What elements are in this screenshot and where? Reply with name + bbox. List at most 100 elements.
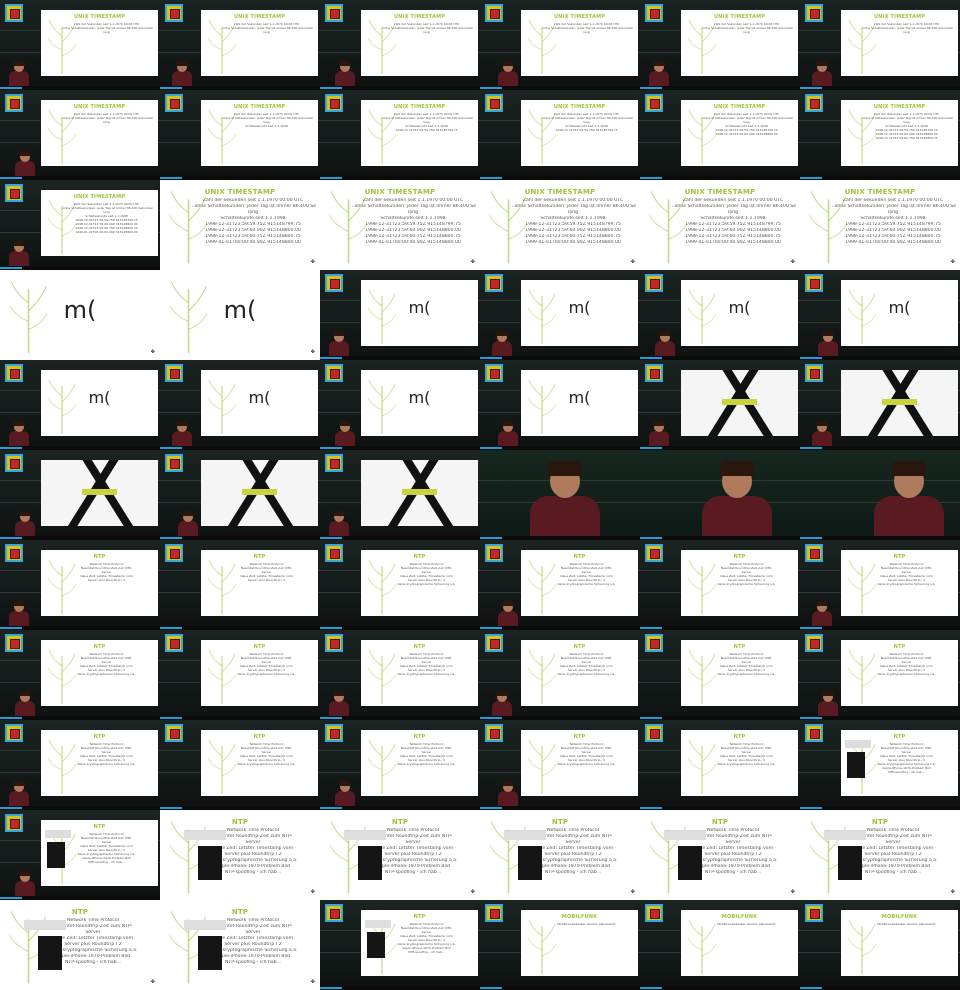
conference-logo-icon — [165, 544, 183, 562]
video-frame-thumbnail[interactable]: NTP Network Time Protocol Beachtet Roundtr… — [160, 900, 320, 990]
video-frame-thumbnail[interactable]: m( — [640, 270, 800, 360]
video-frame-thumbnail[interactable]: m( — [160, 360, 320, 450]
playback-progress-bar — [160, 536, 320, 540]
video-frame-thumbnail[interactable]: m( — [320, 360, 480, 450]
video-frame-thumbnail[interactable]: NTP Network Time Protocol Beachtet Roundtr… — [480, 810, 640, 900]
slide-bullet-line: Network Time Protocol — [867, 828, 919, 833]
video-frame-thumbnail[interactable]: NTP Network Time Protocol Beachtet Roundtr… — [800, 810, 960, 900]
video-frame-thumbnail[interactable]: UNIX TIMESTAMP Zahl der Sekunden seit 1.1… — [640, 0, 800, 90]
video-frame-thumbnail[interactable]: NTP Network Time Protocol Beachtet Roundtr… — [160, 630, 320, 720]
slide-bullet-line: Zahl der Sekunden seit 1.1.1970 00:00 UT… — [553, 112, 620, 116]
video-frame-thumbnail[interactable]: NTP Network Time Protocol Beachtet Roundtr… — [800, 720, 960, 810]
video-frame-thumbnail[interactable] — [640, 360, 800, 450]
video-frame-thumbnail[interactable]: NTP Network Time Protocol Beachtet Roundtr… — [0, 540, 160, 630]
video-frame-thumbnail[interactable]: UNIX TIMESTAMP Zahl der Sekunden seit 1.1… — [800, 90, 960, 180]
playback-progress-bar — [160, 446, 320, 450]
video-frame-thumbnail[interactable]: NTP Network Time Protocol Beachtet Roundtr… — [640, 720, 800, 810]
video-frame-thumbnail[interactable]: UNIX TIMESTAMP Zahl der Sekunden seit 1.1… — [800, 180, 960, 270]
video-frame-thumbnail[interactable]: UNIX TIMESTAMP Zahl der Sekunden seit 1.1… — [640, 180, 800, 270]
presentation-slide: m( — [521, 280, 638, 346]
video-frame-thumbnail[interactable]: UNIX TIMESTAMP Zahl der Sekunden seit 1.1… — [480, 0, 640, 90]
video-frame-thumbnail[interactable]: m( — [480, 360, 640, 450]
speaker-hair — [496, 691, 508, 696]
slide-bullets: Network Time Protocol Beachtet Roundtrip-… — [859, 562, 954, 586]
video-frame-thumbnail[interactable]: NTP Network Time Protocol Beachtet Roundtr… — [800, 630, 960, 720]
speaker-hair — [19, 871, 31, 876]
video-frame-thumbnail[interactable] — [320, 450, 480, 540]
phone-image — [678, 846, 702, 880]
video-frame-thumbnail[interactable]: MOBILFUNK Mobilfunkbetreiber werden aktua… — [640, 900, 800, 990]
video-frame-thumbnail[interactable]: UNIX TIMESTAMP Zahl der Sekunden seit 1.1… — [320, 90, 480, 180]
video-frame-thumbnail[interactable]: NTP Network Time Protocol Beachtet Roundtr… — [0, 630, 160, 720]
slide-bullets: Zahl der Sekunden seit 1.1.1970 00:00 UT… — [350, 198, 476, 246]
video-frame-thumbnail[interactable]: NTP Network Time Protocol Beachtet Roundtr… — [0, 810, 160, 900]
slide-bullet-line: …ohne Schaltsekunden: jeder Tag ist imme… — [59, 26, 154, 30]
slide-bullet-line: Beachtet Roundtrip-Zeit zum NTP- — [240, 656, 293, 660]
video-frame-thumbnail[interactable]: NTP Network Time Protocol Beachtet Roundtr… — [320, 630, 480, 720]
video-frame-thumbnail[interactable]: NTP Network Time Protocol Beachtet Roundtr… — [800, 540, 960, 630]
video-frame-thumbnail[interactable] — [800, 360, 960, 450]
video-frame-thumbnail[interactable]: NTP Network Time Protocol Beachtet Roundtr… — [640, 540, 800, 630]
video-frame-thumbnail[interactable]: NTP Network Time Protocol Beachtet Roundtr… — [320, 810, 480, 900]
video-frame-thumbnail[interactable]: UNIX TIMESTAMP Zahl der Sekunden seit 1.1… — [0, 0, 160, 90]
slide-bullet-line: Network Time Protocol — [889, 652, 924, 656]
slide-bullet-line: Keine kryptographische Sicherung o.ä. — [368, 858, 458, 863]
speaker-figure — [702, 461, 772, 540]
video-frame-thumbnail[interactable]: NTP Network Time Protocol Beachtet Roundtr… — [480, 720, 640, 810]
video-frame-thumbnail[interactable]: NTP Network Time Protocol Beachtet Roundtr… — [160, 540, 320, 630]
video-frame-thumbnail[interactable]: NTP Network Time Protocol Beachtet Roundtr… — [480, 630, 640, 720]
slide-bullet-line: Schaltsekunde seit 1.1.1998 — [85, 214, 128, 218]
video-frame-thumbnail[interactable] — [160, 450, 320, 540]
video-frame-thumbnail[interactable]: UNIX TIMESTAMP Zahl der Sekunden seit 1.1… — [640, 90, 800, 180]
video-frame-thumbnail[interactable]: UNIX TIMESTAMP Zahl der Sekunden seit 1.1… — [480, 90, 640, 180]
video-frame-thumbnail[interactable]: NTP Network Time Protocol Beachtet Roundtr… — [0, 720, 160, 810]
video-frame-thumbnail[interactable]: m( — [0, 360, 160, 450]
x-shape-band — [721, 399, 758, 406]
video-frame-thumbnail[interactable]: NTP Network Time Protocol Beachtet Roundtr… — [640, 630, 800, 720]
video-frame-thumbnail[interactable]: NTP Network Time Protocol Beachtet Roundtr… — [480, 540, 640, 630]
video-frame-thumbnail[interactable]: NTP Network Time Protocol Beachtet Roundtr… — [160, 810, 320, 900]
video-frame-thumbnail[interactable]: m( — [320, 270, 480, 360]
video-frame-thumbnail[interactable] — [0, 450, 160, 540]
video-frame-thumbnail[interactable]: MOBILFUNK Mobilfunkbetreiber werden aktua… — [800, 900, 960, 990]
video-frame-thumbnail[interactable]: m( — [800, 270, 960, 360]
video-frame-thumbnail[interactable]: UNIX TIMESTAMP Zahl der Sekunden seit 1.1… — [320, 180, 480, 270]
video-frame-thumbnail[interactable]: NTP Network Time Protocol Beachtet Roundtr… — [640, 810, 800, 900]
video-frame-thumbnail[interactable]: UNIX TIMESTAMP Zahl der Sekunden seit 1.1… — [320, 0, 480, 90]
slide-bullets: Network Time Protocol Beachtet Roundtrip-… — [379, 742, 474, 766]
video-frame-thumbnail[interactable] — [480, 450, 640, 540]
slide-emoticon-text: m( — [568, 298, 591, 317]
slide-bullet-line: …ohne Schaltsekunden: jeder Tag ist imme… — [59, 206, 154, 210]
speaker-head — [177, 422, 187, 432]
slide-decoration-icon — [169, 281, 208, 354]
video-frame-thumbnail[interactable]: UNIX TIMESTAMP Zahl der Sekunden seit 1.1… — [0, 180, 160, 270]
presentation-slide: MOBILFUNK Mobilfunkbetreiber werden aktua… — [841, 910, 958, 976]
playback-progress-bar — [0, 86, 160, 90]
video-frame-thumbnail[interactable]: m(✤ — [160, 270, 320, 360]
speaker-head — [14, 422, 24, 432]
presentation-slide: NTP Network Time Protocol Beachtet Roundtr… — [521, 550, 638, 616]
video-frame-thumbnail[interactable]: NTP Network Time Protocol Beachtet Roundtr… — [320, 900, 480, 990]
video-frame-thumbnail[interactable]: NTP Network Time Protocol Beachtet Roundtr… — [0, 900, 160, 990]
slide-bullet-line: 1998-12-31T23:59:60.75Z 915148800.75 — [875, 136, 938, 140]
video-frame-thumbnail[interactable]: m(✤ — [0, 270, 160, 360]
video-frame-thumbnail[interactable]: UNIX TIMESTAMP Zahl der Sekunden seit 1.1… — [480, 180, 640, 270]
presentation-slide: m( — [681, 280, 798, 346]
slide-bullet-line: Apple-iPhone-1970-Problem Bild — [375, 864, 451, 869]
presentation-slide: NTP Network Time Protocol Beachtet Roundtr… — [160, 900, 320, 990]
video-frame-thumbnail[interactable]: NTP Network Time Protocol Beachtet Roundtr… — [320, 720, 480, 810]
video-frame-thumbnail[interactable]: UNIX TIMESTAMP Zahl der Sekunden seit 1.1… — [160, 0, 320, 90]
video-frame-thumbnail[interactable]: UNIX TIMESTAMP Zahl der Sekunden seit 1.1… — [0, 90, 160, 180]
video-frame-thumbnail[interactable]: UNIX TIMESTAMP Zahl der Sekunden seit 1.1… — [160, 180, 320, 270]
video-frame-thumbnail[interactable]: MOBILFUNK Mobilfunkbetreiber werden aktua… — [480, 900, 640, 990]
slide-bullet-line: …ohne Schaltsekunden: jeder Tag ist imme… — [539, 116, 634, 120]
video-frame-thumbnail[interactable] — [800, 450, 960, 540]
slide-bullet-line: 1998-12-31T23:59:60.00Z 915148800.00 — [205, 228, 301, 233]
video-frame-thumbnail[interactable]: UNIX TIMESTAMP Zahl der Sekunden seit 1.1… — [800, 0, 960, 90]
video-frame-thumbnail[interactable]: NTP Network Time Protocol Beachtet Roundtr… — [320, 540, 480, 630]
video-frame-thumbnail[interactable]: m( — [480, 270, 640, 360]
speaker-shirt — [498, 611, 518, 627]
video-frame-thumbnail[interactable] — [640, 450, 800, 540]
video-frame-thumbnail[interactable]: UNIX TIMESTAMP Zahl der Sekunden seit 1.1… — [160, 90, 320, 180]
video-frame-thumbnail[interactable]: NTP Network Time Protocol Beachtet Roundtr… — [160, 720, 320, 810]
